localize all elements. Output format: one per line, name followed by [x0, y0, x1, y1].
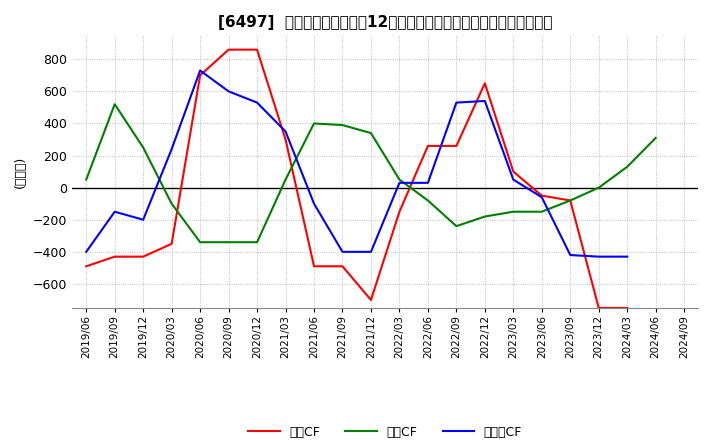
フリーCF: [366, 249, 375, 254]
投資CF: [225, 239, 233, 245]
フリーCF: [253, 100, 261, 105]
フリーCF: [310, 201, 318, 206]
投資CF: [139, 145, 148, 150]
フリーCF: [395, 180, 404, 186]
フリーCF: [167, 147, 176, 152]
フリーCF: [509, 177, 518, 182]
営業CF: [167, 241, 176, 246]
フリーCF: [623, 254, 631, 259]
営業CF: [395, 209, 404, 214]
投資CF: [509, 209, 518, 214]
投資CF: [652, 135, 660, 140]
営業CF: [509, 169, 518, 174]
営業CF: [566, 198, 575, 203]
Line: 投資CF: 投資CF: [86, 104, 656, 242]
Title: [6497]  キャッシュフローの12か月移動合計の対前年同期増減額の推移: [6497] キャッシュフローの12か月移動合計の対前年同期増減額の推移: [218, 15, 552, 30]
フリーCF: [566, 253, 575, 258]
投資CF: [310, 121, 318, 126]
投資CF: [423, 198, 432, 203]
投資CF: [623, 164, 631, 169]
営業CF: [480, 81, 489, 86]
投資CF: [452, 224, 461, 229]
投資CF: [282, 177, 290, 182]
フリーCF: [110, 209, 119, 214]
投資CF: [595, 185, 603, 190]
営業CF: [452, 143, 461, 149]
フリーCF: [82, 249, 91, 254]
投資CF: [253, 239, 261, 245]
Line: 営業CF: 営業CF: [86, 50, 627, 308]
営業CF: [110, 254, 119, 259]
フリーCF: [423, 180, 432, 186]
フリーCF: [282, 129, 290, 134]
Line: フリーCF: フリーCF: [86, 70, 627, 257]
営業CF: [623, 305, 631, 311]
投資CF: [196, 239, 204, 245]
Legend: 営業CF, 投資CF, フリーCF: 営業CF, 投資CF, フリーCF: [243, 421, 527, 440]
フリーCF: [452, 100, 461, 105]
営業CF: [139, 254, 148, 259]
フリーCF: [196, 68, 204, 73]
フリーCF: [537, 194, 546, 200]
投資CF: [480, 214, 489, 219]
Y-axis label: (百万円): (百万円): [14, 155, 27, 188]
営業CF: [225, 47, 233, 52]
投資CF: [110, 102, 119, 107]
投資CF: [366, 130, 375, 136]
営業CF: [253, 47, 261, 52]
投資CF: [167, 201, 176, 206]
投資CF: [338, 122, 347, 128]
営業CF: [366, 297, 375, 303]
営業CF: [423, 143, 432, 149]
営業CF: [82, 264, 91, 269]
営業CF: [595, 305, 603, 311]
フリーCF: [225, 89, 233, 94]
営業CF: [537, 193, 546, 198]
フリーCF: [139, 217, 148, 222]
フリーCF: [480, 99, 489, 104]
営業CF: [282, 137, 290, 142]
営業CF: [196, 73, 204, 78]
営業CF: [310, 264, 318, 269]
営業CF: [338, 264, 347, 269]
投資CF: [566, 198, 575, 203]
フリーCF: [595, 254, 603, 259]
投資CF: [537, 209, 546, 214]
投資CF: [395, 177, 404, 182]
投資CF: [82, 177, 91, 182]
フリーCF: [338, 249, 347, 254]
